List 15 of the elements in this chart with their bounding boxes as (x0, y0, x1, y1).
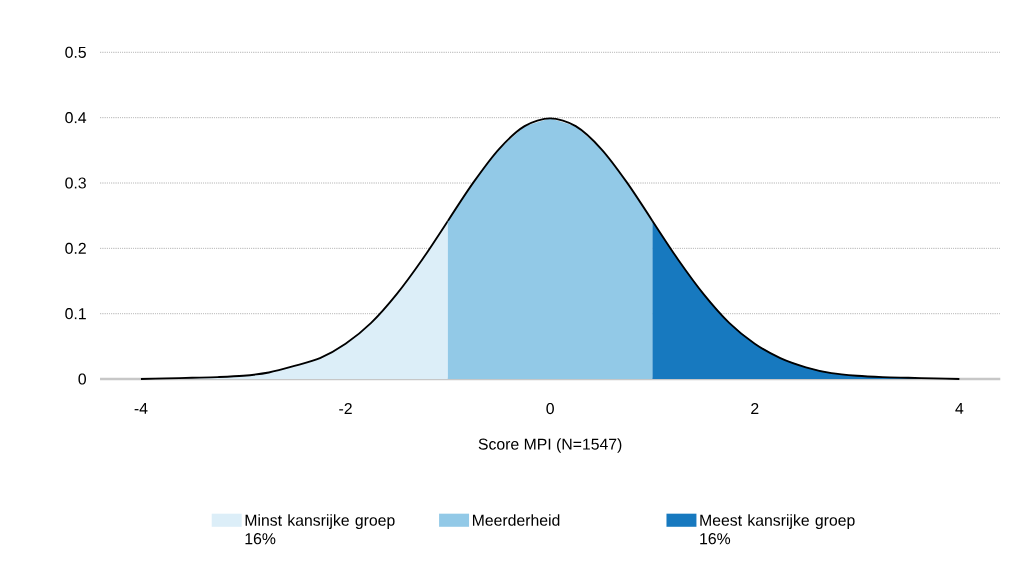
x-tick-label: 2 (751, 403, 759, 415)
y-tick-label: 0.1 (65, 308, 86, 320)
x-tick-label: 4 (955, 403, 964, 415)
x-axis-title: Score MPI (N=1547) (478, 438, 622, 454)
y-tick-label: 0.4 (65, 112, 87, 124)
y-tick-label: 0.5 (65, 46, 86, 59)
y-tick-label: 0.2 (65, 243, 86, 255)
x-tick-label: -4 (134, 403, 148, 415)
x-tick-label: 0 (546, 403, 554, 415)
legend-label: Meest kansrijke groep 16% (700, 514, 855, 545)
y-tick-label: 0.3 (65, 177, 86, 189)
y-tick-label: 0 (78, 373, 86, 385)
legend-label: Meerderheid (472, 514, 560, 527)
x-tick-label: -2 (339, 403, 352, 415)
legend-label: Minst kansrijke groep 16% (245, 514, 395, 545)
